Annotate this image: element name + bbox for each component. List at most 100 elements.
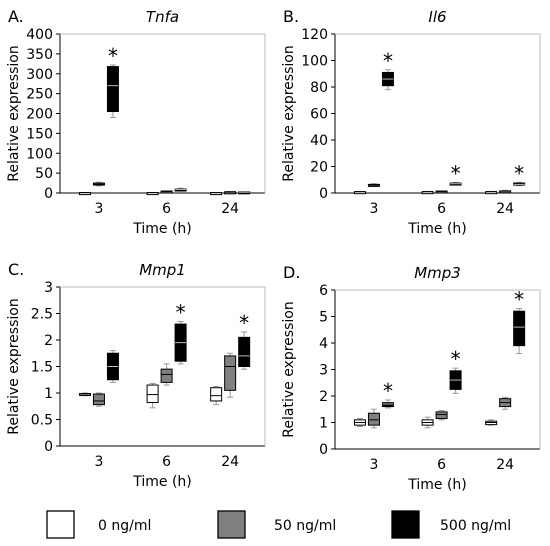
box-500ngml-24h	[238, 191, 251, 195]
box-0ngml-6h	[146, 382, 159, 409]
box-50ngml-24h	[224, 352, 237, 398]
significance-star: *	[383, 379, 393, 403]
panel-mmp1: C. Mmp1 0 0.5 1 1.5 2 2.5 3 3 6 24 Time (h) Relative …	[6, 260, 266, 490]
box-0ngml-6h	[421, 190, 434, 195]
y-tick-label: 150	[26, 126, 53, 142]
x-tick-label: 24	[221, 454, 239, 470]
box-500ngml-24h	[513, 181, 526, 187]
y-tick-label: 50	[35, 166, 53, 182]
panel-title: Il6	[428, 8, 446, 26]
box-500ngml-3h	[381, 399, 394, 409]
box-0ngml-3h	[78, 392, 91, 397]
panel-letter: D.	[283, 263, 300, 282]
legend-swatch-50ngml	[217, 510, 246, 539]
y-tick-label: 80	[310, 80, 328, 96]
box	[435, 411, 448, 420]
y-tick-label: 4	[319, 336, 328, 352]
y-axis-label: Relative expression	[6, 298, 22, 434]
x-tick-label: 24	[496, 457, 514, 473]
significance-star: *	[514, 161, 524, 185]
box-50ngml-3h	[92, 392, 105, 407]
box-50ngml-6h	[435, 190, 448, 194]
box	[210, 387, 223, 402]
x-tick-label: 24	[496, 201, 514, 217]
box	[513, 310, 526, 347]
y-tick-label: 3	[44, 280, 53, 296]
box-0ngml-3h	[78, 192, 91, 196]
panel-letter: B.	[283, 7, 299, 26]
box-50ngml-3h	[367, 408, 380, 429]
y-tick-label: 0	[319, 186, 328, 202]
y-tick-label: 2	[319, 389, 328, 405]
y-tick-label: 120	[301, 27, 328, 43]
x-axis-label: Time (h)	[407, 221, 467, 237]
box-0ngml-24h	[485, 419, 498, 426]
box	[146, 384, 159, 404]
y-tick-label: 6	[319, 283, 328, 299]
x-tick-label: 24	[221, 201, 239, 217]
box-0ngml-6h	[421, 416, 434, 429]
y-tick-label: 1.5	[31, 360, 53, 376]
y-tick-label: 300	[26, 67, 53, 83]
y-tick-label: 60	[310, 107, 328, 123]
y-tick-label: 100	[301, 54, 328, 70]
panel-letter: A.	[8, 7, 24, 26]
box-500ngml-3h	[106, 350, 119, 383]
x-tick-label: 3	[369, 201, 378, 217]
x-axis-label: Time (h)	[407, 477, 467, 493]
box-50ngml-3h	[367, 183, 380, 187]
box-0ngml-6h	[146, 192, 159, 196]
legend-label-50ngml: 50 ng/ml	[274, 518, 336, 534]
box-0ngml-3h	[353, 418, 366, 427]
y-tick-label: 0	[319, 442, 328, 458]
box-50ngml-6h	[160, 363, 173, 386]
significance-star: *	[451, 347, 461, 371]
legend: 0 ng/ml 50 ng/ml 500 ng/ml	[46, 510, 511, 539]
x-tick-label: 3	[94, 201, 103, 217]
y-tick-label: 2.5	[31, 307, 53, 323]
panel-title: Tnfa	[146, 8, 179, 26]
box-500ngml-3h	[106, 64, 119, 118]
panel-title: Mmp1	[139, 261, 186, 279]
y-tick-label: 0.5	[31, 413, 53, 429]
x-tick-label: 6	[162, 201, 171, 217]
panel-mmp3: D. Mmp3 0 1 2 3 4 5 6 3 6 24 Time (h) Relative expres…	[281, 263, 541, 493]
box	[92, 393, 105, 406]
x-tick-label: 6	[162, 454, 171, 470]
box-500ngml-6h	[449, 367, 462, 394]
box-50ngml-24h	[499, 189, 512, 194]
y-axis-label: Relative expression	[281, 45, 297, 181]
significance-star: *	[176, 300, 186, 324]
box	[367, 412, 380, 426]
box-0ngml-24h	[485, 190, 498, 195]
box-50ngml-24h	[499, 396, 512, 410]
significance-star: *	[239, 311, 249, 335]
y-tick-label: 0	[44, 439, 53, 455]
x-tick-label: 6	[437, 457, 446, 473]
legend-label-500ngml: 500 ng/ml	[440, 518, 511, 534]
y-tick-label: 0	[44, 186, 53, 202]
significance-star: *	[383, 49, 393, 73]
significance-star: *	[514, 288, 524, 312]
box	[160, 368, 173, 383]
x-tick-label: 6	[437, 201, 446, 217]
y-tick-label: 400	[26, 27, 53, 43]
y-tick-label: 1	[44, 386, 53, 402]
y-tick-label: 200	[26, 107, 53, 123]
box-50ngml-6h	[160, 190, 173, 194]
x-tick-label: 3	[94, 454, 103, 470]
box-0ngml-24h	[210, 192, 223, 196]
x-axis-label: Time (h)	[132, 221, 192, 237]
box-500ngml-24h	[238, 331, 251, 370]
significance-star: *	[451, 161, 461, 185]
y-tick-label: 20	[310, 160, 328, 176]
legend-swatch-500ngml	[391, 510, 420, 539]
y-axis-label: Relative expression	[281, 301, 297, 437]
box-500ngml-24h	[513, 308, 526, 355]
box-500ngml-6h	[174, 320, 187, 365]
y-axis-label: Relative expression	[6, 45, 22, 181]
panel-title: Mmp3	[414, 264, 461, 282]
box	[381, 402, 394, 408]
panel-letter: C.	[8, 260, 24, 279]
